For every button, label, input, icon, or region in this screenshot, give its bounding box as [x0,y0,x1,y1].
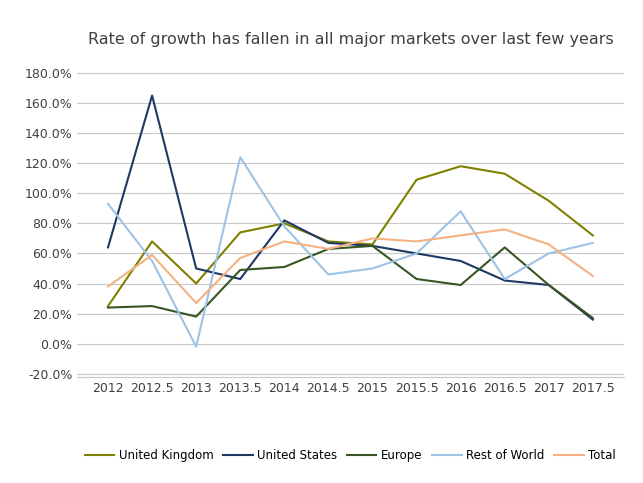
United States [545,282,552,288]
Total [280,239,288,244]
Total [589,273,597,279]
Line: Rest of World: Rest of World [108,157,593,347]
Total [501,227,509,232]
United Kingdom [545,198,552,204]
Legend: United Kingdom, United States, Europe, Rest of World, Total: United Kingdom, United States, Europe, R… [80,444,621,467]
United Kingdom [192,281,200,286]
Rest of World [325,271,332,277]
Total [325,246,332,252]
United States [104,244,112,250]
Line: United States: United States [108,96,593,320]
Total [237,255,244,261]
United Kingdom [104,303,112,309]
United Kingdom [589,232,597,238]
Total [368,236,376,242]
Europe [368,243,376,249]
Rest of World [413,251,421,256]
Line: Total: Total [108,229,593,303]
Europe [589,315,597,321]
United Kingdom [237,229,244,235]
United States [325,240,332,246]
Europe [457,282,464,288]
Line: Europe: Europe [108,246,593,318]
Total [457,232,464,238]
Rest of World [237,154,244,160]
Europe [237,267,244,273]
Rest of World [589,240,597,246]
United Kingdom [149,239,156,244]
Total [545,242,552,247]
United States [368,243,376,249]
Europe [325,246,332,252]
United Kingdom [457,163,464,169]
United Kingdom [501,171,509,177]
United States [457,258,464,264]
United Kingdom [325,239,332,244]
United States [237,276,244,282]
Rest of World [457,209,464,214]
Rest of World [501,276,509,282]
Europe [280,264,288,270]
Rest of World [280,224,288,229]
Line: United Kingdom: United Kingdom [108,166,593,306]
Europe [413,276,421,282]
Europe [192,313,200,319]
United States [280,217,288,223]
Rest of World [104,201,112,207]
United States [192,266,200,271]
Rest of World [545,251,552,256]
Rest of World [149,258,156,264]
Title: Rate of growth has fallen in all major markets over last few years: Rate of growth has fallen in all major m… [87,32,613,47]
Europe [104,305,112,311]
Europe [545,282,552,288]
Total [192,300,200,306]
Europe [501,244,509,250]
Total [149,252,156,258]
United Kingdom [413,177,421,183]
Total [413,239,421,244]
Rest of World [368,266,376,271]
United States [589,317,597,323]
Rest of World [192,344,200,350]
United States [149,93,156,99]
United Kingdom [280,220,288,226]
Total [104,284,112,289]
United States [413,251,421,256]
United Kingdom [368,242,376,247]
Europe [149,303,156,309]
United States [501,278,509,284]
